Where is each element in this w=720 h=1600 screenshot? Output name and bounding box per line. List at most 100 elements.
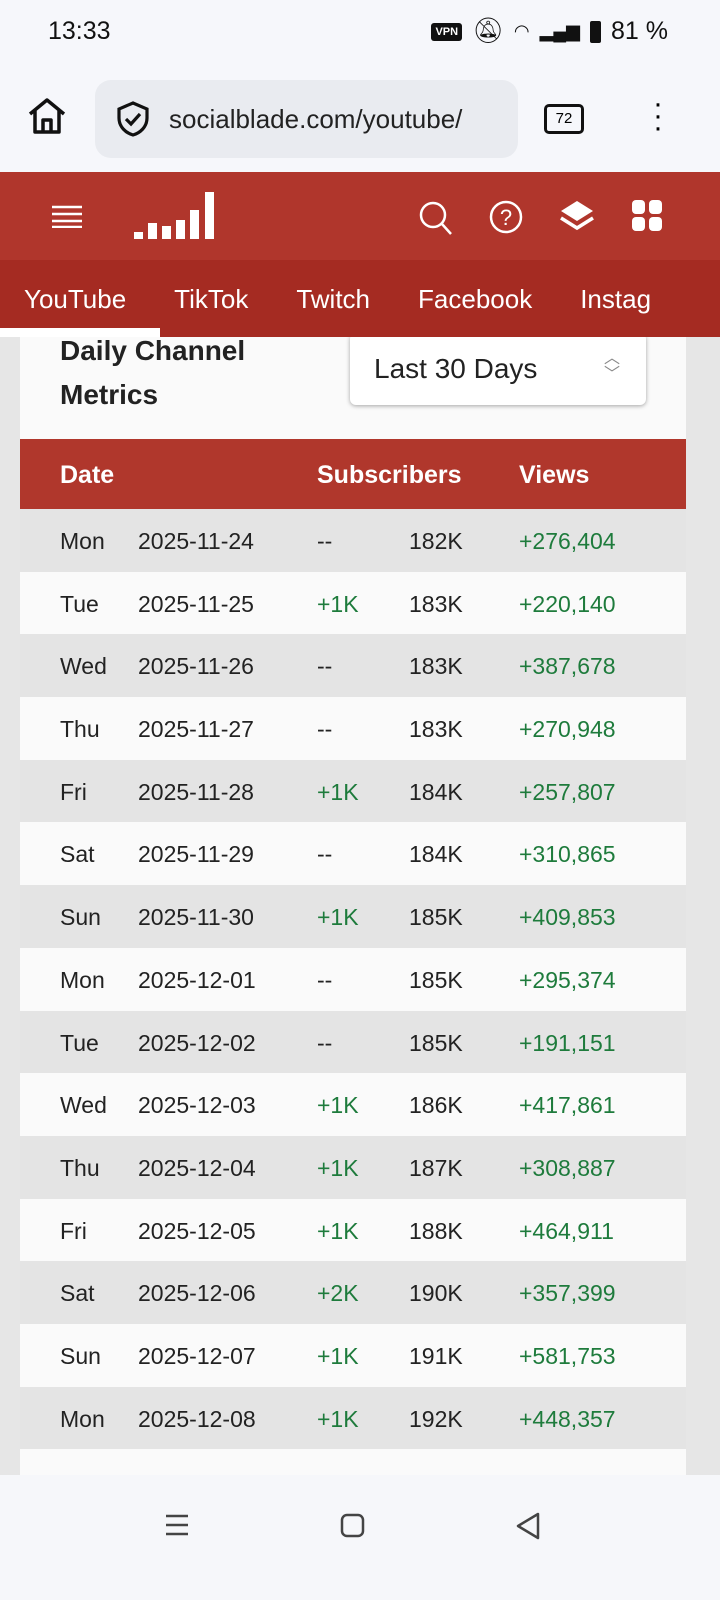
cell-date: 2025-12-03	[138, 1092, 256, 1119]
range-select[interactable]: Last 30 Days ︿ ﹀	[350, 337, 646, 405]
cell-views: +191,151	[519, 1029, 616, 1056]
battery-icon	[590, 20, 602, 43]
table-row: Sun 2025-11-30 +1K 185K +409,853	[20, 885, 686, 948]
vpn-icon: VPN	[431, 22, 463, 41]
chevron-updown-icon: ︿ ﹀	[603, 350, 620, 383]
section-title: Daily Channel Metrics	[60, 337, 246, 410]
signal-icon: ▂▄▆	[539, 21, 581, 41]
cell-views: +387,678	[519, 653, 616, 680]
cell-date: 2025-11-30	[138, 904, 254, 931]
menu-icon[interactable]	[52, 204, 84, 228]
table-header: Date Subscribers Views	[20, 439, 686, 509]
table-body: Mon 2025-11-24 -- 182K +276,404 Tue 2025-11-25…	[20, 509, 686, 1450]
cell-subs: 188K	[409, 1217, 463, 1244]
help-icon[interactable]: ?	[489, 200, 523, 234]
cell-day: Sat	[60, 841, 95, 868]
url-text: socialblade.com/youtube/	[169, 103, 463, 134]
cell-subs: 185K	[409, 904, 463, 931]
cell-sub-change: --	[317, 841, 333, 868]
cell-date: 2025-11-29	[138, 841, 254, 868]
cell-views: +308,887	[519, 1154, 616, 1181]
layers-icon[interactable]	[558, 198, 596, 236]
cell-day: Wed	[60, 653, 107, 680]
cell-subs: 191K	[409, 1342, 463, 1369]
cell-subs: 183K	[409, 653, 463, 680]
site-header: ?	[0, 172, 720, 260]
cell-day: Tue	[60, 1029, 99, 1056]
cell-date: 2025-11-24	[138, 528, 254, 554]
cell-subs: 184K	[409, 841, 463, 868]
battery-level: 81 %	[611, 17, 668, 45]
table-row: Sun 2025-12-07 +1K 191K +581,753	[20, 1323, 686, 1387]
cell-views: +276,404	[519, 528, 616, 554]
table-row: Tue 2025-12-02 -- 185K +191,151	[20, 1010, 686, 1074]
cell-sub-change: --	[317, 1029, 333, 1056]
active-tab-indicator	[0, 328, 160, 337]
socialblade-logo[interactable]	[134, 192, 224, 240]
mute-icon: 🔕︎	[472, 17, 504, 45]
cell-day: Wed	[60, 1092, 107, 1119]
cell-subs: 186K	[409, 1092, 463, 1119]
cell-views: +417,861	[519, 1092, 616, 1119]
cell-date: 2025-11-27	[138, 716, 254, 743]
cell-date: 2025-12-05	[138, 1217, 256, 1244]
cell-day: Thu	[60, 716, 100, 743]
cell-day: Mon	[60, 966, 105, 993]
cell-date: 2025-12-08	[138, 1405, 256, 1432]
cell-date: 2025-11-28	[138, 778, 254, 805]
home-icon[interactable]	[26, 96, 68, 136]
range-select-value: Last 30 Days	[374, 353, 538, 384]
cell-views: +310,865	[519, 841, 616, 868]
home-button-icon[interactable]	[340, 1513, 366, 1539]
cell-day: Sun	[60, 1342, 101, 1369]
table-row: Wed 2025-11-26 -- 183K +387,678	[20, 634, 686, 698]
more-options-icon[interactable]: · · ·	[653, 87, 663, 144]
address-bar[interactable]: socialblade.com/youtube/	[95, 80, 518, 158]
cell-subs: 190K	[409, 1280, 463, 1307]
system-nav-bar	[0, 1475, 720, 1600]
table-row: Mon 2025-12-01 -- 185K +295,374	[20, 947, 686, 1011]
cell-day: Mon	[60, 1405, 105, 1432]
search-icon[interactable]	[418, 200, 454, 236]
table-row: Fri 2025-11-28 +1K 184K +257,807	[20, 759, 686, 823]
cell-sub-change: +1K	[317, 1405, 359, 1432]
header-date: Date	[60, 461, 115, 489]
table-row: Tue 2025-11-25 +1K 183K +220,140	[20, 571, 686, 635]
table-row: Fri 2025-12-05 +1K 188K +464,911	[20, 1198, 686, 1262]
cell-day: Mon	[60, 528, 105, 554]
cell-day: Sat	[60, 1280, 95, 1307]
tab-tiktok[interactable]: TikTok	[174, 284, 249, 314]
cell-date: 2025-11-26	[138, 653, 254, 680]
cell-sub-change: --	[317, 716, 333, 743]
table-row: Wed 2025-12-03 +1K 186K +417,861	[20, 1073, 686, 1136]
tab-instagram[interactable]: Instag	[580, 284, 652, 314]
status-bar: 13:33 VPN 🔕︎ ◠ ▂▄▆ 81 %	[0, 0, 720, 62]
tab-youtube[interactable]: YouTube	[24, 284, 127, 314]
cell-subs: 182K	[409, 528, 463, 554]
cell-sub-change: --	[317, 653, 333, 680]
platform-tabs: YouTube TikTok Twitch Facebook Instag	[0, 260, 720, 337]
cell-date: 2025-12-07	[138, 1342, 256, 1369]
recent-apps-icon[interactable]	[164, 1513, 190, 1537]
tab-switcher-button[interactable]: 72	[544, 104, 584, 134]
cell-views: +448,357	[519, 1405, 616, 1432]
cell-date: 2025-12-01	[138, 966, 256, 993]
back-icon[interactable]	[514, 1511, 542, 1541]
cell-sub-change: +1K	[317, 1217, 359, 1244]
cell-subs: 185K	[409, 1029, 463, 1056]
cell-subs: 187K	[409, 1154, 463, 1181]
cell-sub-change: +1K	[317, 1342, 359, 1369]
cell-day: Thu	[60, 1154, 100, 1181]
svg-text:?: ?	[500, 205, 512, 230]
header-subscribers: Subscribers	[317, 461, 462, 489]
tab-twitch[interactable]: Twitch	[296, 284, 371, 314]
browser-toolbar: socialblade.com/youtube/ 72 · · ·	[0, 62, 720, 172]
cell-day: Fri	[60, 1217, 87, 1244]
cell-views: +220,140	[519, 590, 616, 617]
tab-facebook[interactable]: Facebook	[418, 284, 533, 314]
cell-subs: 183K	[409, 590, 463, 617]
apps-icon[interactable]	[632, 200, 664, 232]
cell-sub-change: +2K	[317, 1280, 359, 1307]
cell-date: 2025-11-25	[138, 590, 254, 617]
cell-sub-change: +1K	[317, 1154, 359, 1181]
